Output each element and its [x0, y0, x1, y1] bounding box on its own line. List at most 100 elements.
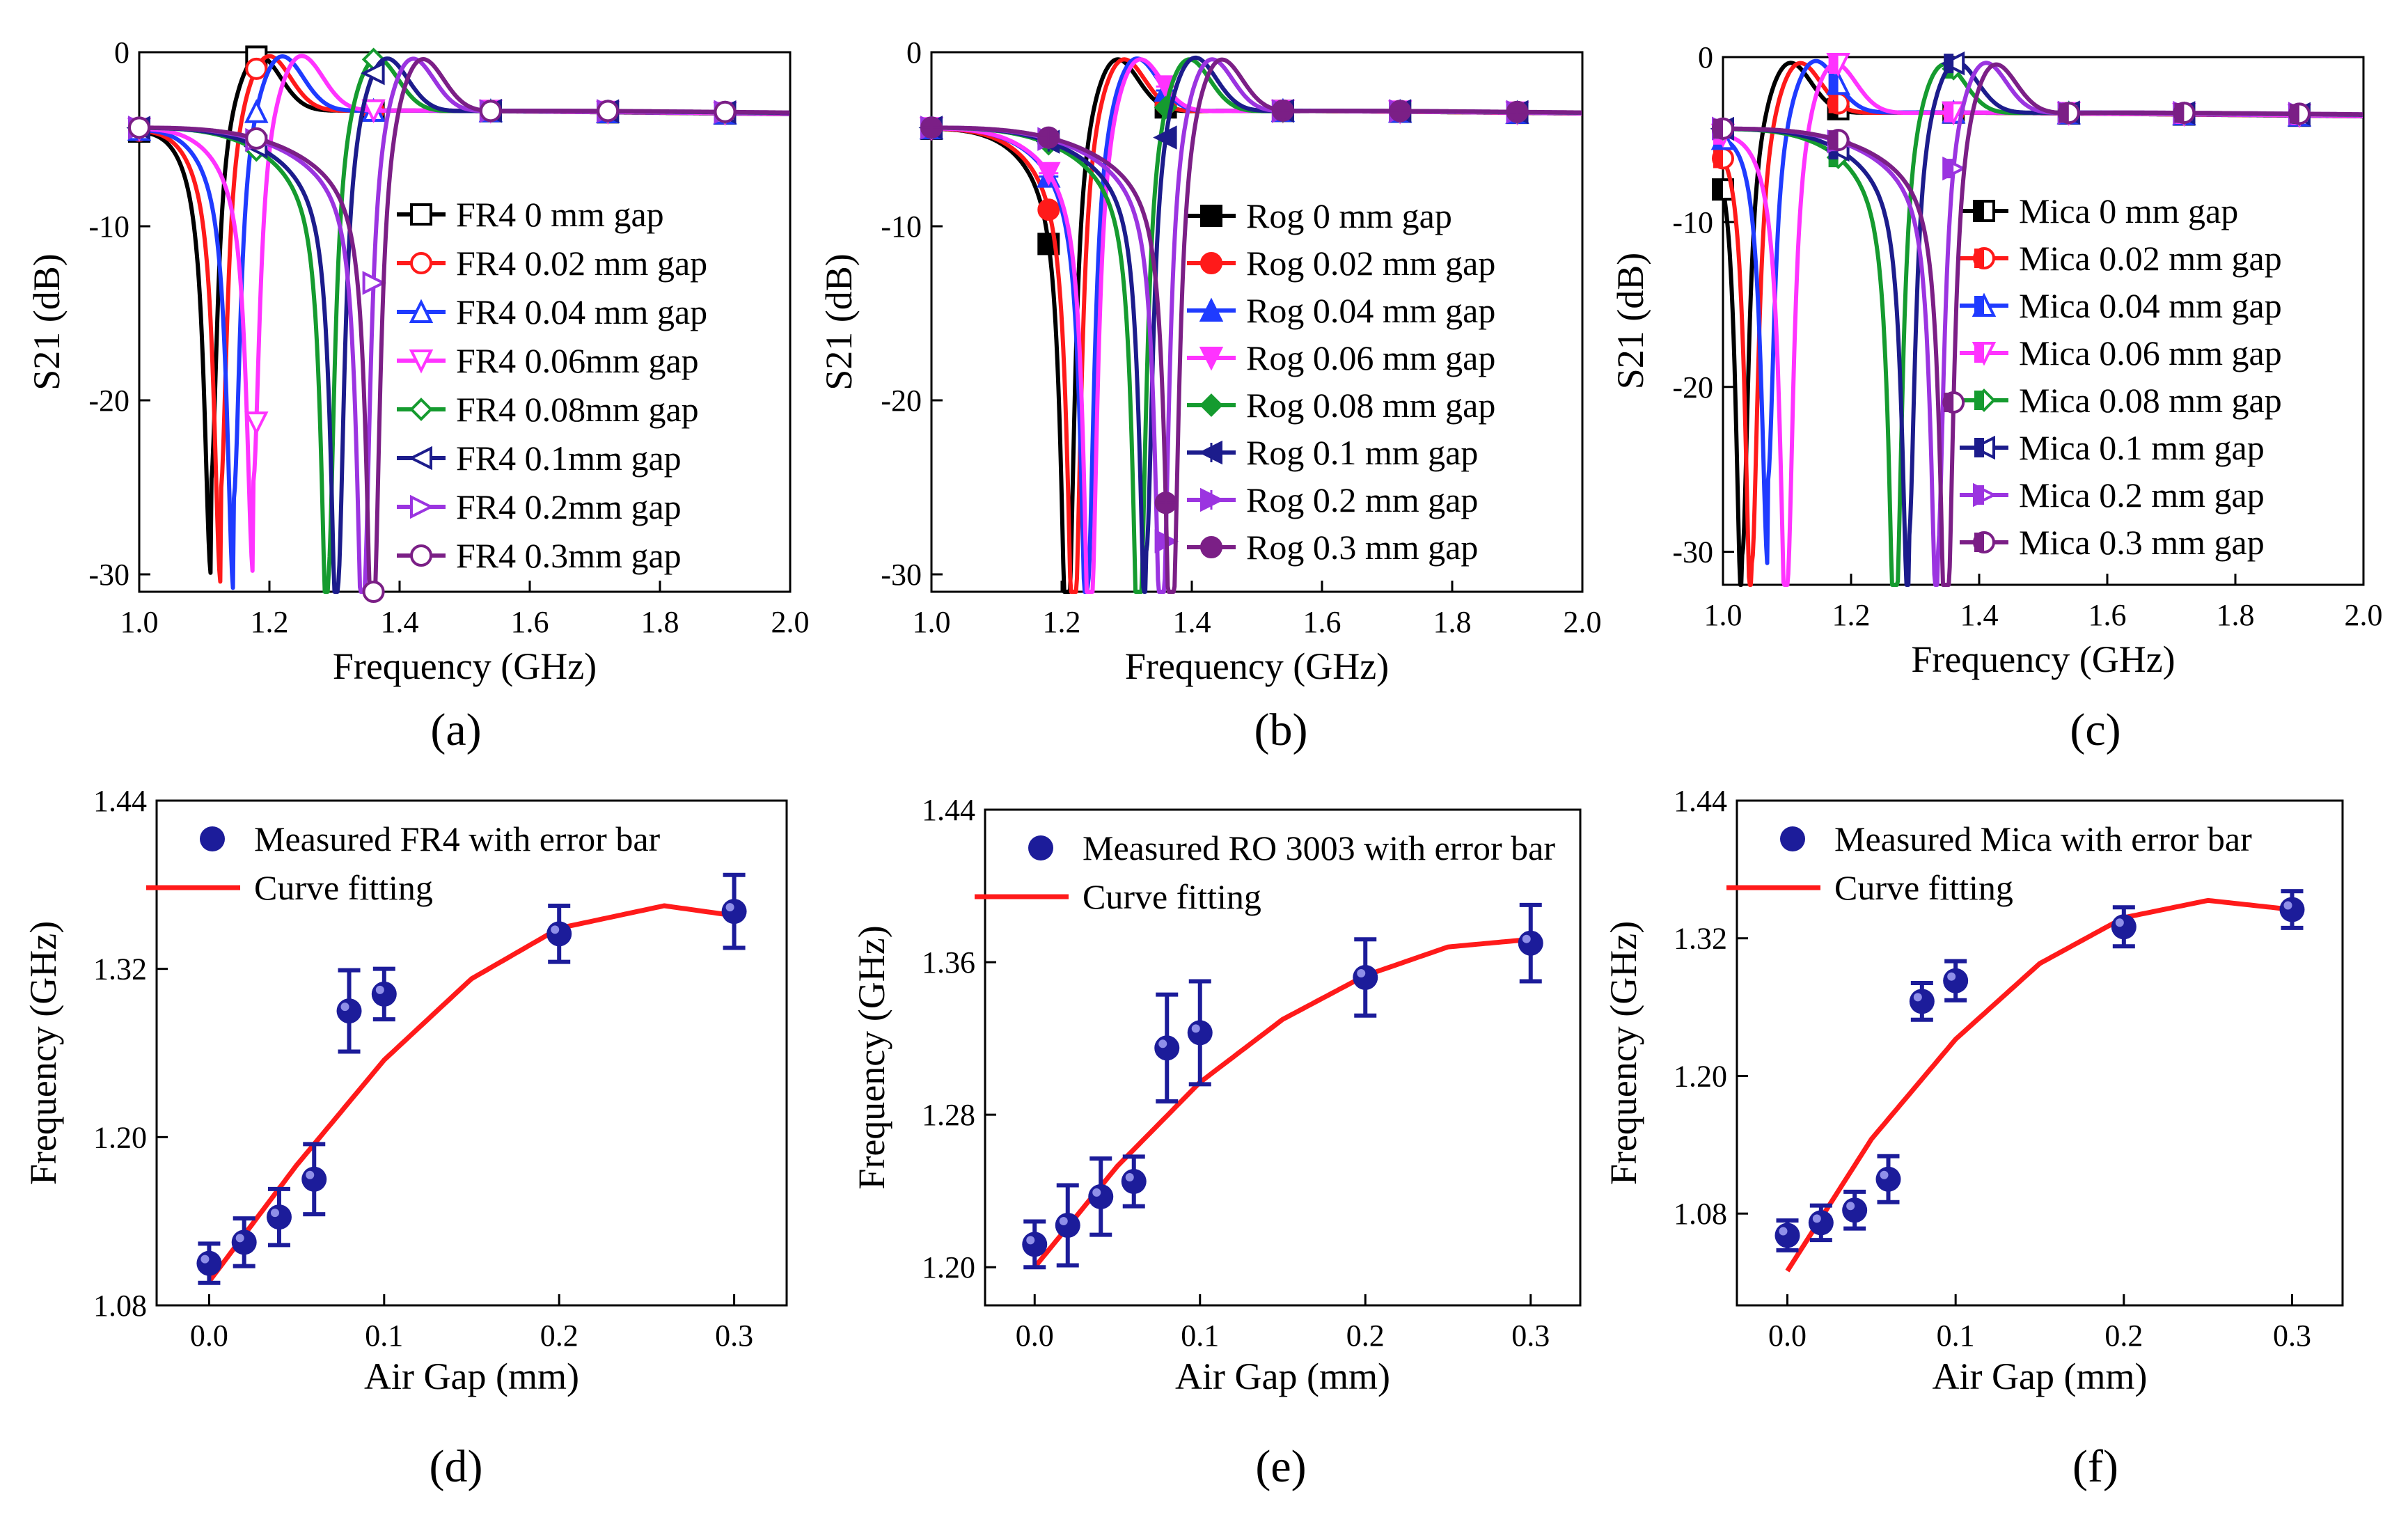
panel-a-legend-label: FR4 0.04 mm gap [456, 292, 707, 331]
panel-d-data-point [546, 921, 572, 947]
panel-d-x-tick-label: 0.3 [715, 1319, 753, 1353]
panel-f-x-tick-label: 0.3 [2273, 1319, 2311, 1353]
panel-e-y-tick-label: 1.20 [922, 1250, 975, 1284]
panel-e-fit-curve [1032, 936, 1532, 1269]
panel-e-data-point-highlight [1125, 1173, 1134, 1181]
panel-c-x-tick-label: 1.0 [1704, 598, 1742, 632]
panel-d-data-point [196, 1250, 222, 1276]
panel-a-legend-label: FR4 0 mm gap [456, 195, 664, 234]
panel-f-legend-label: Measured Mica with error bar [1834, 819, 2252, 858]
panel-e-data-point-highlight [1522, 934, 1531, 943]
panel-c-legend-marker-half [1974, 201, 1984, 221]
panel-f-x-tick-label: 0.0 [1768, 1319, 1807, 1353]
panel-b-frame [930, 51, 1584, 593]
panel-c-series-marker-half [2174, 103, 2185, 123]
panel-a-x-tick-label: 1.6 [511, 605, 549, 639]
panel-f-y-axis-label: Frequency (GHz) [1603, 921, 1644, 1185]
panel-e-legend-label: Measured RO 3003 with error bar [1083, 828, 1555, 867]
panel-e-y-tick-label: 1.28 [922, 1098, 975, 1132]
panel-a-legend-marker [410, 494, 434, 519]
panel-c-legend-marker-half [1974, 485, 1984, 505]
panel-c-legend-label: Mica 0.02 mm gap [2019, 239, 2282, 278]
panel-c-legend-marker-half [1974, 438, 1984, 457]
panel-a-y-tick-label: -20 [88, 384, 129, 418]
panel-f-data-point-highlight [2283, 901, 2292, 910]
panel-f-fit-curve [1785, 897, 2292, 1273]
panel-f-y-tick-label: 1.08 [1674, 1197, 1727, 1231]
panel-c-legend-label: Mica 0 mm gap [2019, 191, 2238, 230]
caption-d: (d) [430, 1441, 483, 1492]
panel-c-series-marker-half [1828, 93, 1839, 113]
panel-d-data-point [336, 998, 362, 1024]
panel-f-data-point [1875, 1166, 1901, 1192]
panel-c-legend-label: Mica 0.04 mm gap [2019, 286, 2282, 325]
panel-a-series-marker [245, 127, 268, 150]
panel-f-data-point-highlight [1913, 993, 1922, 1002]
panel-c-series-marker-half [1713, 180, 1723, 200]
panel-c-series-marker-half [2290, 104, 2299, 124]
panel-a-series-marker [128, 116, 150, 139]
panel-e-legend-marker [1028, 835, 1053, 860]
panel-a-x-tick-label: 1.0 [120, 605, 159, 639]
panel-b-legend-label: Rog 0.3 mm gap [1246, 528, 1478, 567]
panel-d-y-tick-label: 1.20 [93, 1120, 147, 1154]
panel-f-data-point-highlight [1947, 972, 1956, 981]
panel-a-legend-marker [409, 398, 433, 421]
panel-e-frame [984, 808, 1582, 1307]
panel-d-data-point [721, 899, 747, 925]
panel-e-data-point-highlight [1158, 1039, 1167, 1048]
panel-b-x-tick-label: 1.4 [1173, 605, 1211, 639]
panel-a-legend-marker [410, 252, 432, 274]
panel-b-y-axis-label: S21 (dB) [818, 253, 860, 391]
panel-a-y-tick-label: 0 [114, 36, 129, 70]
panel-d-data-point [266, 1204, 292, 1230]
caption-c: (c) [2070, 705, 2120, 755]
panel-b-y-tick-label: -20 [881, 384, 922, 418]
panel-d-legend-marker [200, 826, 225, 851]
panel-a-legend-marker [409, 299, 434, 323]
panel-a-legend-marker [409, 349, 434, 374]
panel-a-x-axis-label: Frequency (GHz) [333, 645, 597, 687]
panel-e-x-tick-label: 0.3 [1511, 1319, 1550, 1353]
panel-c-x-axis-label: Frequency (GHz) [1911, 638, 2175, 680]
panel-c-series-marker-half [1828, 74, 1839, 94]
panel-e-data-point [1353, 964, 1378, 990]
panel-c-y-tick-label: -20 [1672, 370, 1713, 404]
panel-a-y-axis-label: S21 (dB) [26, 253, 68, 391]
panel-b-x-tick-label: 1.8 [1433, 605, 1472, 639]
panel-f-legend-marker [1780, 826, 1805, 851]
caption-e: (e) [1255, 1441, 1306, 1492]
panel-e-data-point [1022, 1232, 1048, 1257]
panel-e-data-point [1055, 1212, 1080, 1238]
panel-d-y-axis-label: Frequency (GHz) [22, 921, 64, 1185]
panel-e-y-tick-label: 1.36 [922, 945, 975, 980]
panel-d-data-point-highlight [235, 1234, 244, 1243]
panel-a-x-tick-label: 2.0 [771, 605, 810, 639]
panel-c-legend-label: Mica 0.2 mm gap [2019, 475, 2265, 514]
panel-c-legend-marker-half [1974, 296, 1984, 315]
panel-f-data-point [2279, 897, 2305, 922]
panel-c-series-marker-half [1944, 54, 1954, 74]
panel-d-legend-label: Curve fitting [254, 868, 433, 907]
panel-f-data-point [1808, 1210, 1834, 1236]
panel-b-legend-label: Rog 0.2 mm gap [1246, 480, 1478, 519]
panel-a-y-tick-label: -10 [88, 210, 129, 244]
caption-f: (f) [2072, 1441, 2118, 1492]
panel-e-x-tick-label: 0.1 [1181, 1319, 1219, 1353]
panel-b-legend-label: Rog 0.04 mm gap [1246, 291, 1495, 330]
panel-c-legend-label: Mica 0.08 mm gap [2019, 381, 2282, 420]
panel-b-x-tick-label: 2.0 [1564, 605, 1602, 639]
panel-b-y-tick-label: -30 [881, 558, 922, 592]
panel-c: 1.0 1.2 1.4 1.6 1.8 2.0 0 -10 -20 -30 Mica 0 mm ga… [1610, 40, 2383, 680]
panel-a-series-marker [362, 581, 385, 603]
panel-f-data-point [1842, 1197, 1868, 1223]
panel-b-x-tick-label: 1.0 [913, 605, 951, 639]
panel-f-data-point-highlight [1880, 1170, 1889, 1179]
panel-c-series-marker-half [1713, 148, 1723, 168]
panel-a-series-marker [479, 100, 502, 123]
panel-c-y-axis-label: S21 (dB) [1610, 253, 1651, 390]
panel-e-data-point-highlight [1357, 968, 1366, 977]
panel-f-legend-label: Curve fitting [1834, 868, 2013, 907]
panel-b-legend-label: Rog 0.1 mm gap [1246, 433, 1478, 472]
